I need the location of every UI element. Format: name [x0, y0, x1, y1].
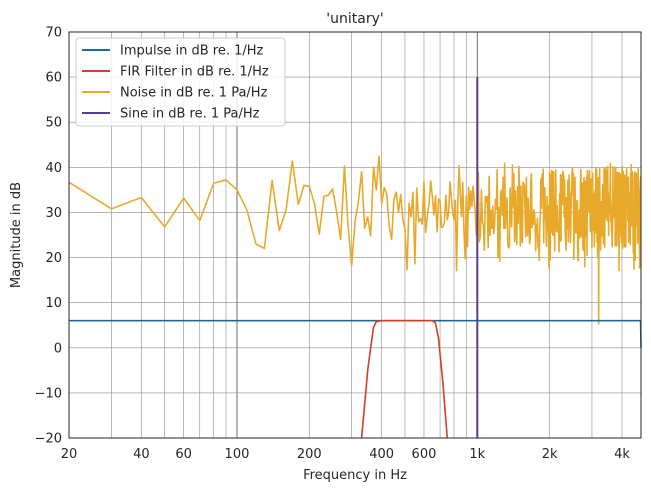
y-tick-label: 10 [45, 296, 62, 311]
x-tick-label: 400 [369, 447, 394, 462]
y-tick-label: 60 [45, 71, 62, 86]
y-tick-label: −20 [35, 432, 62, 447]
x-tick-label: 600 [412, 447, 437, 462]
y-tick-label: 70 [45, 26, 62, 41]
chart-title: 'unitary' [326, 11, 383, 27]
x-tick-label: 4k [614, 447, 630, 462]
x-axis-label: Frequency in Hz [303, 468, 407, 483]
y-tick-labels: −20 −10 0 10 20 30 40 50 60 70 [35, 26, 62, 447]
x-tick-label: 20 [61, 447, 78, 462]
y-tick-label: 20 [45, 251, 62, 266]
series-line [68, 155, 642, 325]
x-tick-label: 60 [175, 447, 192, 462]
legend-entry: FIR Filter in dB re. 1/Hz [120, 65, 269, 80]
legend: Impulse in dB re. 1/Hz FIR Filter in dB r… [75, 37, 286, 127]
x-tick-label: 2k [542, 447, 558, 462]
y-tick-label: 40 [45, 161, 62, 176]
x-tick-label: 200 [297, 447, 322, 462]
legend-entry: Sine in dB re. 1 Pa/Hz [120, 107, 260, 122]
y-tick-label: 30 [45, 206, 62, 221]
x-tick-labels: 20 40 60 100 200 400 600 1k 2k 4k [61, 447, 631, 462]
series-line [360, 319, 449, 439]
legend-entry: Impulse in dB re. 1/Hz [120, 44, 264, 59]
x-tick-label: 100 [225, 447, 250, 462]
series-line [69, 319, 642, 348]
plot-frame [68, 31, 642, 439]
y-tick-label: 50 [45, 116, 62, 131]
y-tick-label: 0 [54, 341, 62, 356]
legend-entry: Noise in dB re. 1 Pa/Hz [120, 86, 268, 101]
y-tick-label: −10 [35, 386, 62, 401]
x-tick-label: 40 [133, 447, 150, 462]
legend-box [75, 37, 286, 127]
y-axis-label: Magnitude in dB [9, 182, 24, 288]
x-tick-label: 1k [469, 447, 485, 462]
